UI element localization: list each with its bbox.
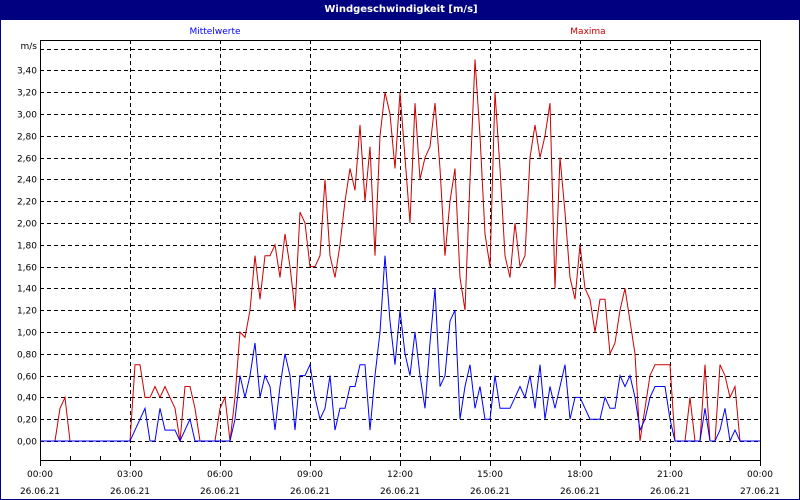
x-tick-time: 09:00 [297, 470, 323, 480]
series-lines [40, 59, 760, 443]
x-tick-date: 26.06.21 [650, 487, 690, 497]
x-tick-date: 26.06.21 [380, 487, 420, 497]
y-tick-label: 2,60 [17, 155, 37, 165]
y-tick-label: 2,80 [17, 133, 37, 143]
y-tick-label: 0,00 [17, 438, 37, 448]
series-line-maxima [40, 59, 760, 442]
y-tick-labels: 0,00 0,20 0,40 0,60 0,80 1,00 1,20 1,40 1,60 1,80… [17, 67, 37, 448]
x-tick-date: 26.06.21 [560, 487, 600, 497]
x-tick-date: 27.06.21 [740, 487, 780, 497]
window-title: Windgeschwindigkeit [m/s] [1, 1, 800, 20]
y-tick-label: 3,20 [17, 89, 37, 99]
x-tick-date: 26.06.21 [20, 487, 60, 497]
y-tick-label: 0,80 [17, 351, 37, 361]
y-tick-label: 0,40 [17, 394, 37, 404]
x-tick-date: 26.06.21 [290, 487, 330, 497]
series-line-mittelwerte [40, 255, 760, 443]
y-tick-label: 3,00 [17, 111, 37, 121]
x-tick-time: 12:00 [387, 470, 413, 480]
x-tick-date: 26.06.21 [110, 487, 150, 497]
legend-maxima: Maxima [570, 27, 605, 37]
y-tick-label: 1,60 [17, 264, 37, 274]
x-tick-time: 06:00 [207, 470, 233, 480]
y-tick-label: 1,20 [17, 307, 37, 317]
y-tick-label: 0,20 [17, 416, 37, 426]
x-tick-date: 26.06.21 [470, 487, 510, 497]
x-tick-time: 18:00 [567, 470, 593, 480]
x-tick-time: 03:00 [117, 470, 143, 480]
x-tick-labels: 00:00 26.06.21 03:00 26.06.21 06:00 26.06.21 0… [20, 470, 780, 497]
y-tick-label: 2,40 [17, 176, 37, 186]
x-tick-time: 21:00 [657, 470, 683, 480]
y-tick-label: 1,40 [17, 285, 37, 295]
x-tick-time: 15:00 [477, 470, 503, 480]
x-tick-time: 00:00 [27, 470, 53, 480]
y-tick-label: 2,20 [17, 198, 37, 208]
x-tick-date: 26.06.21 [200, 487, 240, 497]
y-tick-label: 3,40 [17, 67, 37, 77]
x-tick-time: 00:00 [747, 470, 773, 480]
grid [40, 40, 761, 466]
y-tick-label: 0,60 [17, 373, 37, 383]
legend-mittelwerte: Mittelwerte [189, 27, 240, 37]
y-tick-label: 1,00 [17, 329, 37, 339]
y-axis-unit: m/s [21, 42, 38, 52]
plot-area [40, 40, 761, 461]
y-tick-label: 2,00 [17, 220, 37, 230]
y-tick-label: 1,80 [17, 242, 37, 252]
